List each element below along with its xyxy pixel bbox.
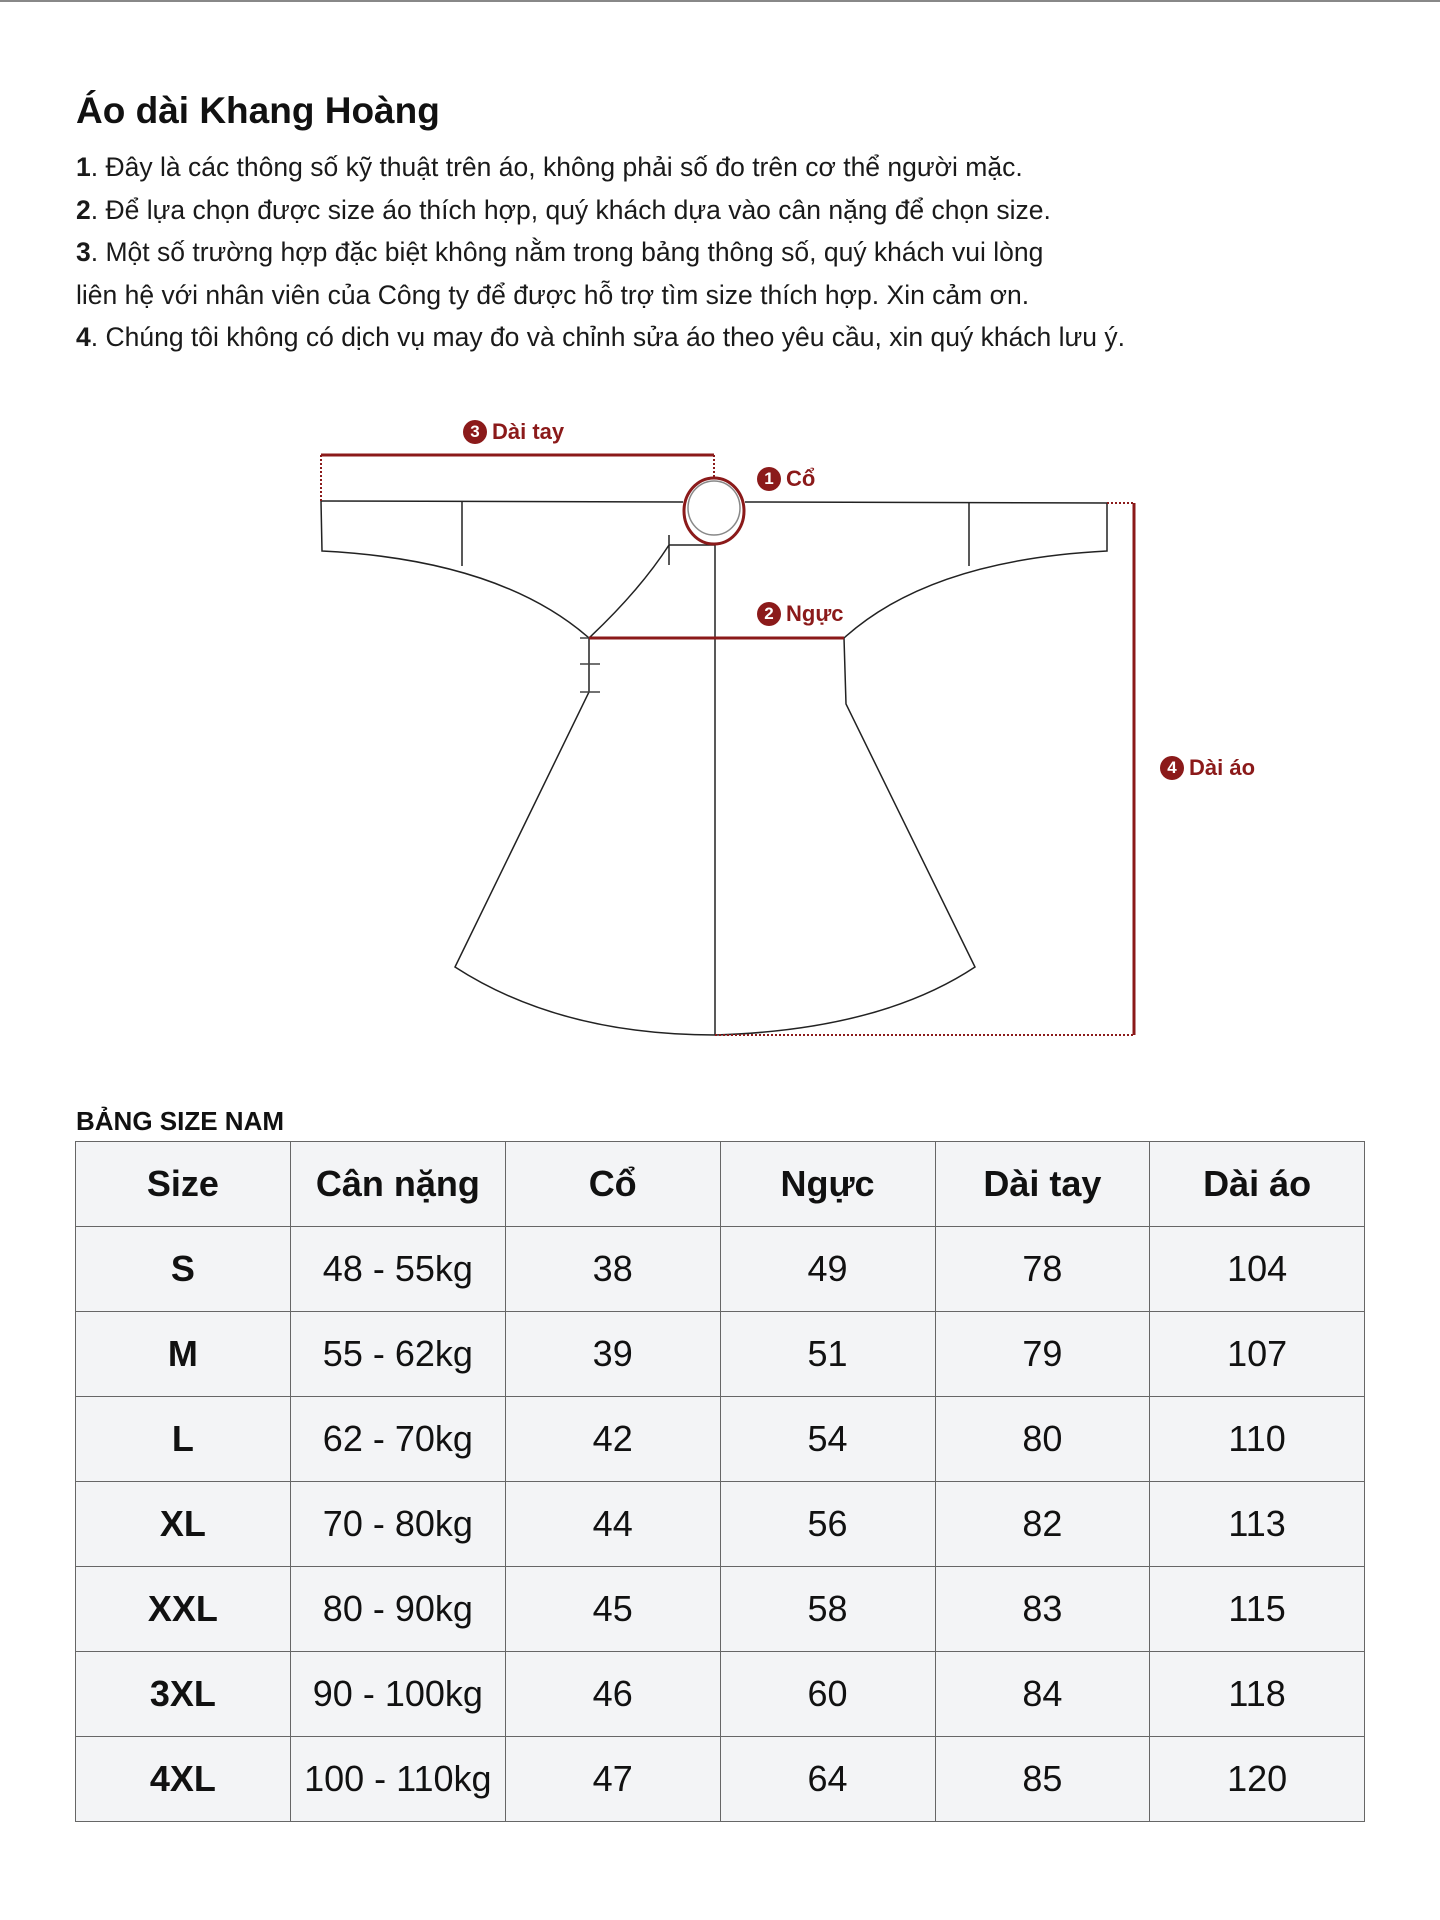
table-cell: 78 <box>934 1226 1151 1312</box>
size-cell: 3XL <box>75 1651 291 1737</box>
table-row: 3XL 90 - 100kg 46 60 84 118 <box>75 1651 1365 1737</box>
table-cell: 90 - 100kg <box>289 1651 506 1737</box>
table-row: M 55 - 62kg 39 51 79 107 <box>75 1311 1365 1397</box>
note-item: 4. Chúng tôi không có dịch vụ may đo và … <box>76 322 1126 352</box>
size-cell: S <box>75 1226 291 1312</box>
column-header: Dài tay <box>934 1141 1151 1227</box>
table-cell: 60 <box>719 1651 936 1737</box>
top-border <box>0 0 1440 2</box>
table-cell: 44 <box>504 1481 721 1567</box>
table-row: 4XL 100 - 110kg 47 64 85 120 <box>75 1736 1365 1822</box>
table-cell: 118 <box>1149 1651 1365 1737</box>
size-cell: 4XL <box>75 1736 291 1822</box>
table-cell: 70 - 80kg <box>289 1481 506 1567</box>
table-cell: 120 <box>1149 1736 1365 1822</box>
table-cell: 80 <box>934 1396 1151 1482</box>
label-nguc: 2 Ngực <box>757 601 844 627</box>
size-table: Size Cân nặng Cổ Ngực Dài tay Dài áo S 48 - 55… <box>75 1141 1365 1822</box>
size-cell: XXL <box>75 1566 291 1652</box>
table-cell: 62 - 70kg <box>289 1396 506 1482</box>
notes-list: 1. Đây là các thông số kỹ thuật trên áo,… <box>76 146 1125 359</box>
label-dai-tay: 3 Dài tay <box>463 419 564 445</box>
table-cell: 58 <box>719 1566 936 1652</box>
table-row: XXL 80 - 90kg 45 58 83 115 <box>75 1566 1365 1652</box>
table-cell: 100 - 110kg <box>289 1736 506 1822</box>
table-cell: 80 - 90kg <box>289 1566 506 1652</box>
note-item: 2. Để lựa chọn được size áo thích hợp, q… <box>76 194 1051 225</box>
garment-diagram <box>320 453 1136 1036</box>
page-title: Áo dài Khang Hoàng <box>76 90 440 131</box>
column-header: Cổ <box>504 1141 721 1227</box>
table-cell: 83 <box>934 1566 1151 1652</box>
table-cell: 84 <box>934 1651 1151 1737</box>
table-cell: 38 <box>504 1226 721 1312</box>
table-cell: 51 <box>719 1311 936 1397</box>
table-row: XL 70 - 80kg 44 56 82 113 <box>75 1481 1365 1567</box>
table-cell: 82 <box>934 1481 1151 1567</box>
note-item: liên hệ với nhân viên của Công ty để đượ… <box>76 279 1030 310</box>
table-cell: 110 <box>1149 1396 1365 1482</box>
table-cell: 54 <box>719 1396 936 1482</box>
table-cell: 55 - 62kg <box>289 1311 506 1397</box>
column-header: Cân nặng <box>289 1141 506 1227</box>
table-cell: 42 <box>504 1396 721 1482</box>
note-item: 1. Đây là các thông số kỹ thuật trên áo,… <box>76 152 1023 182</box>
table-cell: 104 <box>1149 1226 1365 1312</box>
table-cell: 49 <box>719 1226 936 1312</box>
table-row: S 48 - 55kg 38 49 78 104 <box>75 1226 1365 1312</box>
column-header: Dài áo <box>1149 1141 1365 1227</box>
column-header: Size <box>75 1141 291 1227</box>
garment-outline <box>320 480 1108 1036</box>
table-cell: 56 <box>719 1481 936 1567</box>
table-cell: 107 <box>1149 1311 1365 1397</box>
table-cell: 64 <box>719 1736 936 1822</box>
table-row: L 62 - 70kg 42 54 80 110 <box>75 1396 1365 1482</box>
note-item: 3. Một số trường hợp đặc biệt không nằm … <box>76 237 1044 267</box>
table-cell: 115 <box>1149 1566 1365 1652</box>
table-cell: 39 <box>504 1311 721 1397</box>
table-cell: 47 <box>504 1736 721 1822</box>
size-cell: M <box>75 1311 291 1397</box>
table-cell: 48 - 55kg <box>289 1226 506 1312</box>
table-header-row: Size Cân nặng Cổ Ngực Dài tay Dài áo <box>75 1141 1365 1227</box>
label-dai-ao: 4 Dài áo <box>1160 755 1255 781</box>
table-cell: 79 <box>934 1311 1151 1397</box>
table-cell: 46 <box>504 1651 721 1737</box>
table-cell: 113 <box>1149 1481 1365 1567</box>
column-header: Ngực <box>719 1141 936 1227</box>
table-cell: 85 <box>934 1736 1151 1822</box>
table-cell: 45 <box>504 1566 721 1652</box>
label-co: 1 Cổ <box>757 466 815 492</box>
measure-lines <box>320 453 1136 1036</box>
size-cell: XL <box>75 1481 291 1567</box>
table-caption: BẢNG SIZE NAM <box>76 1106 284 1136</box>
size-cell: L <box>75 1396 291 1482</box>
